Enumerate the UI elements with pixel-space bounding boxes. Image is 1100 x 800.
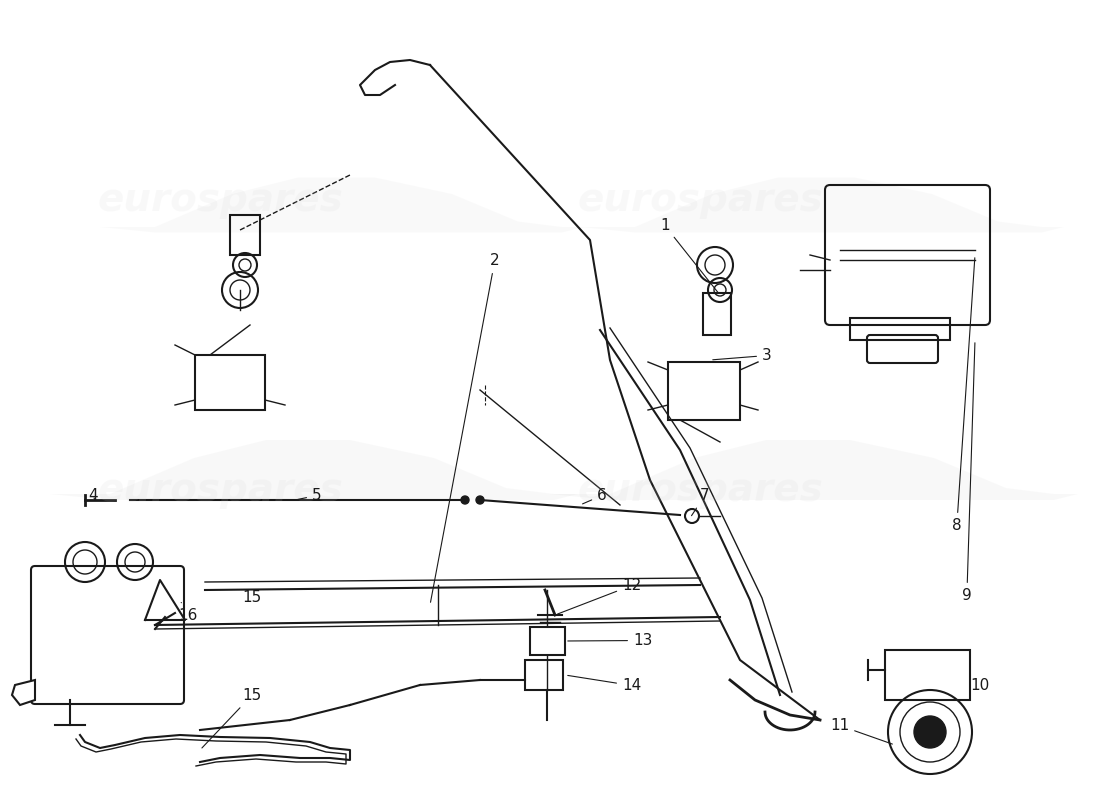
Text: 16: 16 <box>178 602 197 623</box>
Text: 15: 15 <box>242 590 262 605</box>
Bar <box>703 293 732 335</box>
Text: 5: 5 <box>298 488 321 503</box>
Text: 8: 8 <box>952 258 975 533</box>
Text: 3: 3 <box>713 348 772 363</box>
Bar <box>230 215 260 255</box>
Polygon shape <box>100 178 584 233</box>
Polygon shape <box>12 680 35 705</box>
Polygon shape <box>50 440 578 500</box>
Circle shape <box>461 496 469 504</box>
Bar <box>850 318 950 340</box>
Text: 14: 14 <box>568 675 641 693</box>
Text: 7: 7 <box>692 488 710 516</box>
Bar <box>530 627 565 655</box>
Text: eurospares: eurospares <box>97 471 343 509</box>
Text: 2: 2 <box>430 253 499 602</box>
Bar <box>195 355 265 410</box>
Polygon shape <box>550 440 1078 500</box>
Circle shape <box>476 496 484 504</box>
Text: 1: 1 <box>660 218 718 293</box>
Text: eurospares: eurospares <box>578 181 823 219</box>
Bar <box>886 650 970 700</box>
Text: 13: 13 <box>568 633 652 648</box>
Text: 15: 15 <box>202 688 262 748</box>
Text: 10: 10 <box>970 675 989 693</box>
Text: 12: 12 <box>558 578 641 614</box>
Text: 6: 6 <box>583 488 607 504</box>
Text: 11: 11 <box>830 718 892 744</box>
Bar <box>668 362 740 420</box>
Text: eurospares: eurospares <box>578 471 823 509</box>
Polygon shape <box>580 178 1064 233</box>
Circle shape <box>914 716 946 748</box>
Text: 4: 4 <box>88 488 98 503</box>
Text: 9: 9 <box>962 342 975 603</box>
Bar <box>525 660 563 690</box>
Text: eurospares: eurospares <box>97 181 343 219</box>
